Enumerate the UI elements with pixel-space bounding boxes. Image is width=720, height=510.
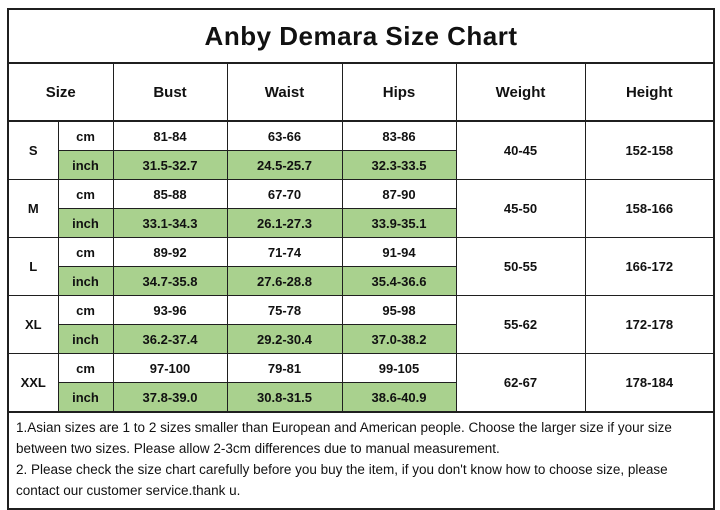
measurement-cell: 37.8-39.0 [112, 382, 228, 413]
size-label: L [7, 237, 59, 296]
table-row: inch 31.5-32.7 24.5-25.7 32.3-33.5 [8, 150, 714, 180]
table-row: inch 34.7-35.8 27.6-28.8 35.4-36.6 [8, 266, 714, 296]
measurement-cell: 27.6-28.8 [226, 266, 343, 296]
note-line-1: 1.Asian sizes are 1 to 2 sizes smaller t… [16, 420, 672, 456]
column-header-hips: Hips [341, 62, 457, 122]
measurement-cell: 87-90 [341, 179, 457, 209]
measurement-cell: 32.3-33.5 [341, 150, 457, 180]
measurement-cell: 38.6-40.9 [341, 382, 457, 413]
weight-cell: 40-45 [455, 120, 586, 180]
measurement-cell: 34.7-35.8 [112, 266, 228, 296]
table-row: inch 36.2-37.4 29.2-30.4 37.0-38.2 [8, 324, 714, 354]
measurement-cell: 71-74 [226, 237, 343, 267]
column-header-height: Height [584, 62, 715, 122]
measurement-cell: 29.2-30.4 [226, 324, 343, 354]
measurement-cell: 30.8-31.5 [226, 382, 343, 413]
table-row: inch 33.1-34.3 26.1-27.3 33.9-35.1 [8, 208, 714, 238]
measurement-cell: 79-81 [226, 353, 343, 383]
measurement-cell: 93-96 [112, 295, 228, 325]
size-label: XL [7, 295, 59, 354]
column-header-bust: Bust [112, 62, 228, 122]
unit-label-inch: inch [57, 208, 114, 238]
unit-label-cm: cm [57, 179, 114, 209]
table-row: L cm 89-92 71-74 91-94 50-55 166-172 [7, 237, 715, 296]
measurement-cell: 95-98 [341, 295, 457, 325]
column-header-weight: Weight [455, 62, 586, 122]
unit-label-inch: inch [57, 382, 114, 413]
measurement-cell: 33.9-35.1 [341, 208, 457, 238]
table-row: XL cm 93-96 75-78 95-98 55-62 172-178 [7, 295, 715, 354]
size-chart-table: Anby Demara Size Chart Size Bust Waist H… [7, 8, 716, 510]
height-cell: 178-184 [584, 353, 715, 413]
title-row: Anby Demara Size Chart [7, 8, 715, 64]
table-row: S cm 81-84 63-66 83-86 40-45 152-158 [7, 120, 715, 180]
column-header-size: Size [7, 62, 114, 122]
measurement-cell: 33.1-34.3 [112, 208, 228, 238]
unit-label-cm: cm [57, 295, 114, 325]
unit-label-inch: inch [57, 266, 114, 296]
measurement-cell: 31.5-32.7 [112, 150, 228, 180]
measurement-cell: 99-105 [341, 353, 457, 383]
weight-cell: 50-55 [455, 237, 586, 296]
height-cell: 166-172 [584, 237, 715, 296]
weight-cell: 55-62 [455, 295, 586, 354]
measurement-cell: 85-88 [112, 179, 228, 209]
unit-label-inch: inch [57, 324, 114, 354]
measurement-cell: 36.2-37.4 [112, 324, 228, 354]
unit-label-cm: cm [57, 237, 114, 267]
height-cell: 172-178 [584, 295, 715, 354]
measurement-cell: 67-70 [226, 179, 343, 209]
note-line-2: 2. Please check the size chart carefully… [16, 461, 668, 498]
height-cell: 158-166 [584, 179, 715, 238]
table-row: XXL cm 97-100 79-81 99-105 62-67 178-184 [7, 353, 715, 413]
weight-cell: 62-67 [455, 353, 586, 413]
measurement-cell: 83-86 [341, 120, 457, 151]
unit-label-inch: inch [57, 150, 114, 180]
size-label: XXL [7, 353, 59, 413]
header-row: Size Bust Waist Hips Weight Height [7, 62, 715, 122]
measurement-cell: 81-84 [112, 120, 228, 151]
unit-label-cm: cm [57, 120, 114, 151]
measurement-cell: 24.5-25.7 [226, 150, 343, 180]
size-chart-sheet: Anby Demara Size Chart Size Bust Waist H… [7, 8, 716, 510]
size-label: S [7, 120, 59, 180]
size-chart-notes: 1.Asian sizes are 1 to 2 sizes smaller t… [7, 411, 715, 510]
chart-title: Anby Demara Size Chart [7, 8, 715, 64]
measurement-cell: 89-92 [112, 237, 228, 267]
notes-row: 1.Asian sizes are 1 to 2 sizes smaller t… [7, 411, 715, 510]
unit-label-cm: cm [57, 353, 114, 383]
height-cell: 152-158 [584, 120, 715, 180]
measurement-cell: 75-78 [226, 295, 343, 325]
measurement-cell: 63-66 [226, 120, 343, 151]
measurement-cell: 35.4-36.6 [341, 266, 457, 296]
measurement-cell: 97-100 [112, 353, 228, 383]
column-header-waist: Waist [226, 62, 343, 122]
size-label: M [7, 179, 59, 238]
weight-cell: 45-50 [455, 179, 586, 238]
measurement-cell: 26.1-27.3 [226, 208, 343, 238]
measurement-cell: 91-94 [341, 237, 457, 267]
measurement-cell: 37.0-38.2 [341, 324, 457, 354]
table-row: inch 37.8-39.0 30.8-31.5 38.6-40.9 [8, 382, 714, 413]
table-row: M cm 85-88 67-70 87-90 45-50 158-166 [7, 179, 715, 238]
